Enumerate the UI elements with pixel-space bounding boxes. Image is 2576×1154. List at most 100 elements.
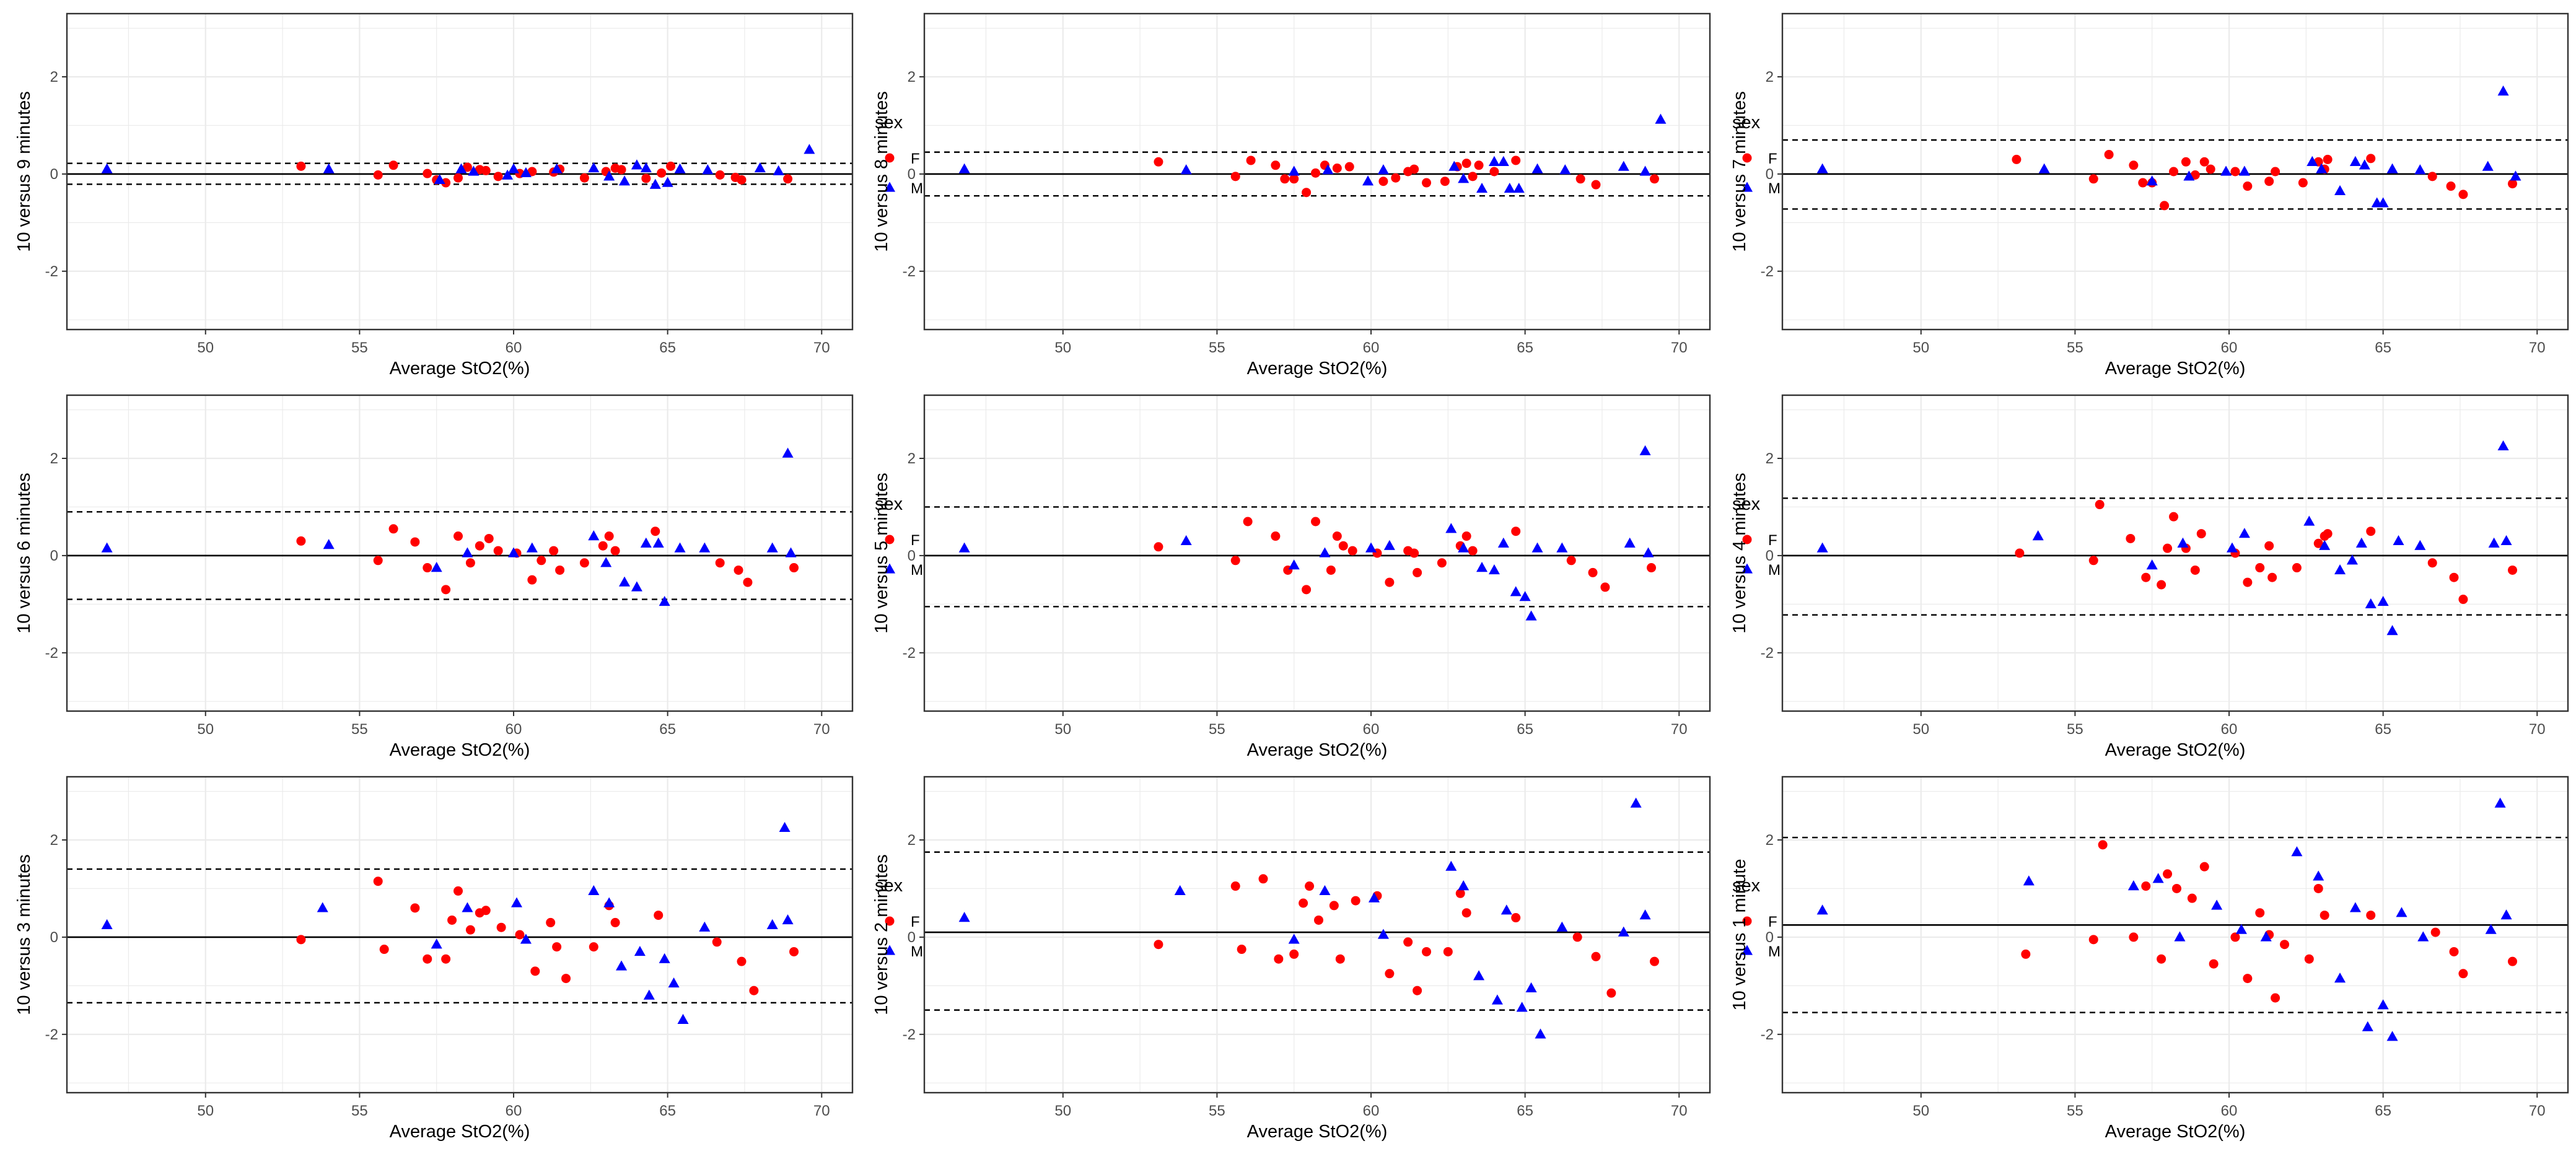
data-point-m: [1816, 904, 1828, 915]
data-point-f: [2157, 954, 2166, 964]
data-point-f: [447, 915, 457, 925]
data-point-f: [1511, 155, 1521, 165]
legend-label-f: F: [1768, 151, 1777, 167]
data-point-f: [388, 160, 398, 170]
data-point-m: [2386, 163, 2398, 173]
data-point-m: [2500, 535, 2512, 546]
data-point-m: [588, 530, 600, 541]
data-point-m: [1458, 173, 1470, 183]
data-point-m: [640, 537, 652, 548]
data-point-f: [2012, 154, 2022, 164]
data-point-f: [1154, 940, 1163, 950]
data-point-m: [2291, 846, 2303, 857]
data-point-m: [1556, 542, 1568, 553]
data-point-m: [773, 165, 784, 175]
data-point-f: [2181, 157, 2191, 167]
data-point-f: [2243, 577, 2253, 587]
x-tick-label: 70: [2529, 1103, 2546, 1119]
panel-6: 50 55 60 65 70 -2 0 2 Average StO2(%) 10 versus 4…: [1730, 394, 2569, 760]
data-point-m: [958, 163, 970, 173]
data-point-f: [783, 174, 793, 184]
data-point-m: [101, 542, 113, 553]
data-point-m: [1531, 542, 1543, 553]
x-tick-label: 55: [351, 1103, 368, 1119]
data-point-f: [2209, 959, 2219, 969]
data-point-m: [1504, 182, 1515, 193]
data-point-m: [2386, 625, 2398, 636]
legend-key-f: [1742, 153, 1752, 163]
y-tick-label: 0: [50, 166, 58, 183]
data-point-f: [2138, 178, 2148, 188]
data-point-m: [2393, 535, 2404, 546]
data-point-m: [2365, 598, 2377, 609]
data-point-f: [441, 585, 451, 595]
x-tick-label: 60: [1363, 339, 1380, 356]
y-axis-title: 10 versus 8 minutes: [872, 91, 892, 252]
data-point-m: [1488, 564, 1500, 575]
data-point-m: [1519, 591, 1531, 601]
legend: sex FM: [875, 876, 923, 960]
data-point-f: [379, 945, 389, 955]
data-point-m: [652, 537, 664, 548]
data-point-m: [2482, 160, 2494, 171]
data-point-f: [1391, 173, 1401, 183]
data-point-f: [373, 170, 383, 180]
x-tick-label: 65: [659, 721, 676, 738]
data-point-f: [2320, 911, 2329, 920]
x-tick-label: 60: [2221, 339, 2238, 356]
data-point-m: [1488, 155, 1500, 166]
data-point-f: [2206, 164, 2215, 174]
data-point-f: [296, 161, 306, 171]
y-tick-label: -2: [903, 263, 916, 280]
data-point-f: [1409, 164, 1419, 174]
data-point-m: [1445, 860, 1457, 871]
data-point-f: [1575, 174, 1585, 184]
panel-background: [924, 777, 1710, 1093]
data-point-m: [1458, 880, 1470, 891]
panel-border: [1781, 394, 2569, 712]
data-point-m: [2510, 170, 2521, 181]
data-point-f: [2427, 558, 2437, 568]
y-tick-label: 0: [50, 929, 58, 946]
x-tick-label: 50: [1054, 339, 1071, 356]
data-point-f: [2280, 940, 2290, 950]
data-point-f: [1302, 188, 1312, 198]
data-point-m: [804, 144, 815, 154]
x-tick-label: 60: [1363, 721, 1380, 738]
data-point-f: [1326, 565, 1336, 575]
panel-border: [923, 12, 1711, 331]
data-point-f: [441, 954, 451, 964]
x-tick-label: 55: [351, 721, 368, 738]
y-tick-label: 2: [908, 832, 916, 849]
data-point-f: [1154, 157, 1163, 167]
data-point-f: [2323, 154, 2333, 164]
data-point-f: [1511, 527, 1521, 536]
data-point-m: [619, 175, 631, 186]
data-point-f: [1422, 178, 1432, 188]
data-point-m: [754, 162, 766, 173]
data-point-f: [749, 986, 759, 995]
data-point-f: [1258, 874, 1268, 884]
data-point-f: [2449, 572, 2459, 582]
y-tick-label: -2: [903, 1026, 916, 1043]
data-point-m: [634, 945, 646, 956]
data-point-f: [496, 922, 506, 932]
x-axis-title: Average StO2(%): [1247, 740, 1388, 760]
data-point-f: [1572, 932, 1582, 942]
data-point-m: [674, 542, 686, 553]
data-point-f: [579, 558, 589, 568]
data-point-m: [431, 562, 442, 572]
legend-title: sex: [1732, 494, 1761, 514]
legend: sex FM: [875, 113, 923, 197]
legend-label-m: M: [1768, 180, 1781, 197]
data-point-m: [101, 163, 113, 173]
data-point-f: [1403, 937, 1413, 947]
panel-2: 50 55 60 65 70 -2 0 2 Average StO2(%) 10 versus 8…: [872, 12, 1781, 378]
data-point-f: [1385, 577, 1395, 587]
data-point-f: [1351, 896, 1360, 906]
data-point-m: [1513, 182, 1525, 193]
data-point-f: [2507, 179, 2517, 189]
data-point-m: [2414, 164, 2426, 175]
y-tick-label: -2: [1761, 1026, 1774, 1043]
x-axis-title: Average StO2(%): [1247, 359, 1388, 378]
